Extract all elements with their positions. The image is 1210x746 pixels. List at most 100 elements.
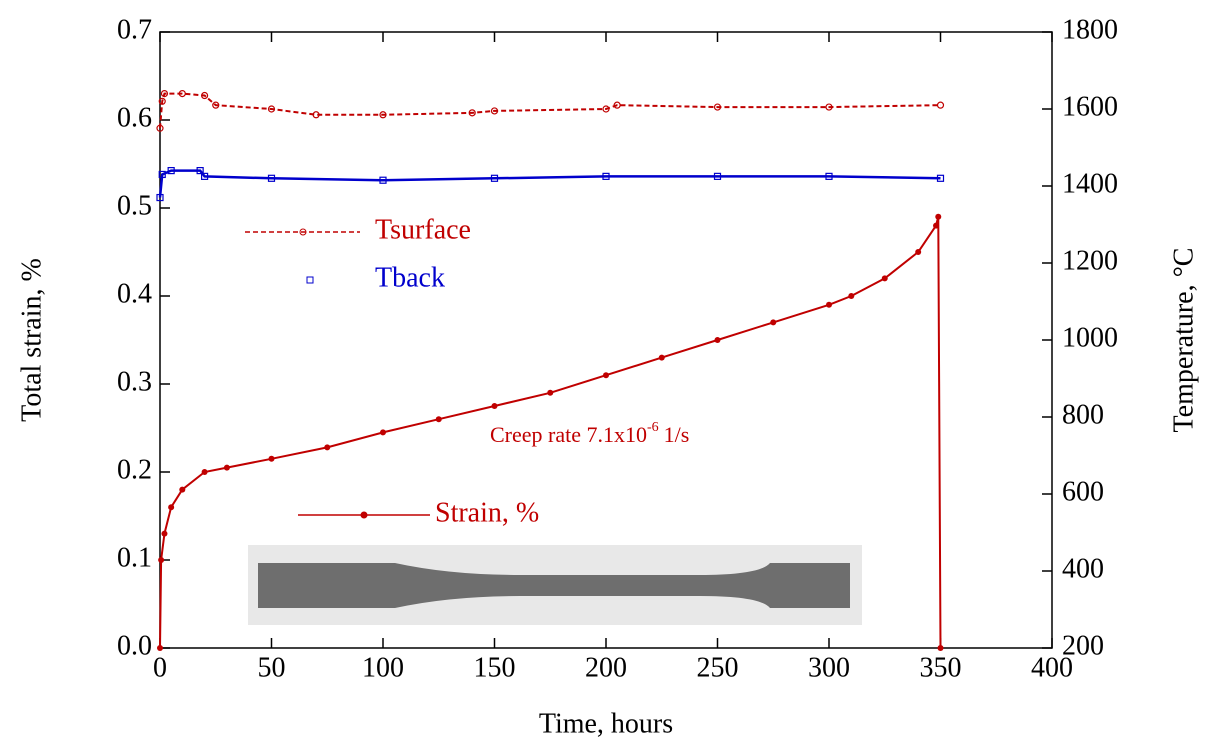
data-point [201,91,209,100]
specimen [258,563,850,608]
y2-tick-label: 200 [1062,630,1104,661]
data-point [158,557,165,563]
data-point [267,105,276,113]
data-point [201,172,209,180]
y2-tick-label: 1200 [1062,245,1118,276]
legend-entry: Tsurface [245,214,471,245]
data-point [168,504,175,511]
data-point [935,213,942,220]
data-point [201,469,208,475]
data-point [490,174,499,182]
data-point [613,101,621,109]
data-point [380,429,386,436]
y2-tick-label: 1800 [1062,14,1118,45]
annotation-superscript: -6 [647,420,659,435]
series-line [159,216,942,649]
data-point [547,389,554,396]
data-point [826,301,832,308]
x-tick-label: 150 [474,652,516,683]
data-point [825,172,833,180]
y2-tick-label: 1400 [1062,168,1118,199]
data-point [770,319,777,326]
data-point [179,486,186,493]
x-axis-title: Time, hours [539,708,673,739]
y-axis-title: Total strain, % [16,258,47,422]
data-point [602,105,610,113]
series-line [159,92,941,129]
data-point [156,193,164,202]
x-tick-label: 0 [153,652,167,683]
data-point [937,645,944,651]
data-point [435,416,442,423]
y2-tick-label: 800 [1062,399,1104,430]
legend-marker [306,276,314,284]
data-point [713,103,722,111]
y2-tick-label: 600 [1062,476,1104,507]
data-point [713,172,722,180]
data-point [312,111,320,119]
data-point [468,109,476,117]
x-tick-label: 200 [585,652,627,683]
x-tick-label: 350 [920,652,962,683]
data-point [379,111,387,119]
data-point [490,107,499,115]
legend-entry: Tback [306,262,445,293]
y2-axis-title: Temperature, °C [1168,248,1199,433]
legend-marker [360,511,368,519]
y-tick-label: 0.5 [117,190,152,221]
data-point [936,174,945,182]
legend-label: Tsurface [375,214,471,245]
y-tick-label: 0.1 [117,542,152,573]
data-point [268,455,275,462]
data-point [825,103,833,111]
series-line [158,169,941,198]
data-point [848,293,855,299]
x-tick-label: 300 [808,652,850,683]
data-point [167,167,175,175]
y-tick-label: 0.7 [117,14,152,45]
y-tick-label: 0.2 [117,454,152,485]
y-tick-label: 0.3 [117,366,152,397]
legend-label: Strain, % [435,497,539,528]
x-tick-label: 250 [697,652,739,683]
data-point [379,176,387,184]
annotation-text: Creep rate 7.1x10 [490,422,647,447]
data-point [602,172,610,180]
y-tick-label: 0.6 [117,102,152,133]
data-point [212,101,220,109]
x-tick-label: 50 [258,652,286,683]
x-tick-label: 400 [1031,652,1073,683]
data-point [158,97,166,105]
data-point [881,275,888,282]
data-point [658,354,665,361]
data-point [161,530,168,537]
data-point [178,89,186,98]
data-point [915,249,922,255]
data-point [196,167,204,175]
data-point [223,464,230,471]
y2-tick-label: 1600 [1062,91,1118,122]
data-point [714,337,721,343]
legend-marker [299,228,307,236]
data-point [160,89,169,98]
y-tick-label: 0.4 [117,278,152,309]
y2-tick-label: 1000 [1062,322,1118,353]
y-tick-label: 0.0 [117,630,152,661]
y2-tick-label: 400 [1062,553,1104,584]
annotation-suffix: 1/s [664,422,690,447]
data-point [933,222,940,229]
data-point [267,174,276,182]
specimen-photo [248,545,862,625]
data-point [936,101,945,109]
x-tick-label: 100 [362,652,404,683]
data-point [157,645,163,651]
data-point [491,403,498,409]
data-point [324,444,331,451]
annotation: Creep rate 7.1x10-6 1/s [490,420,689,447]
data-point [156,124,164,132]
legend-entry: Strain, % [298,497,539,528]
data-point [603,372,609,379]
legend-label: Tback [375,262,445,293]
